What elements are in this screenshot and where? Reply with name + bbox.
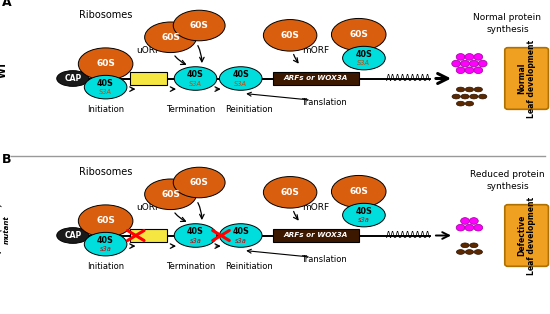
Text: Initiation: Initiation [87,262,124,271]
Text: Defective
Leaf development: Defective Leaf development [517,197,536,274]
Text: 60S: 60S [161,33,180,42]
Circle shape [456,67,465,73]
Text: Ribosomes: Ribosomes [79,10,133,20]
Text: synthesis: synthesis [486,25,529,34]
Ellipse shape [145,179,196,209]
Circle shape [478,60,487,67]
Circle shape [465,67,474,73]
Ellipse shape [465,87,474,92]
Ellipse shape [173,10,225,41]
Ellipse shape [452,94,460,99]
Text: B: B [2,153,11,166]
Text: synthesis: synthesis [486,182,529,191]
Text: 60S: 60S [161,190,180,199]
Ellipse shape [219,67,262,90]
Ellipse shape [174,224,217,247]
Circle shape [460,218,470,224]
Text: S3A: S3A [358,60,371,66]
Text: S3A: S3A [99,89,112,95]
Text: AAAAAAAAA: AAAAAAAAA [386,231,431,240]
Text: 60S: 60S [96,216,115,225]
Ellipse shape [219,224,262,247]
Ellipse shape [332,19,386,51]
Text: Normal protein: Normal protein [474,13,541,22]
Ellipse shape [343,203,385,227]
Ellipse shape [84,232,127,256]
Text: 60S: 60S [190,178,208,187]
Bar [130,72,167,85]
Text: Normal
Leaf development: Normal Leaf development [517,40,536,117]
Ellipse shape [263,176,317,208]
Text: 40S: 40S [97,236,114,245]
Text: WT: WT [0,60,8,78]
Ellipse shape [57,228,89,243]
Text: S3A: S3A [234,81,248,87]
Text: ARFs or WOX3A: ARFs or WOX3A [284,75,348,81]
Ellipse shape [478,94,487,99]
Text: CAP: CAP [64,74,81,83]
Text: Termination: Termination [166,105,215,114]
Text: rps3a (nal21)
mutant: rps3a (nal21) mutant [0,203,9,256]
Ellipse shape [461,94,469,99]
Ellipse shape [57,71,89,86]
Ellipse shape [173,167,225,198]
Text: 40S: 40S [355,50,372,59]
Text: Termination: Termination [166,262,215,271]
Text: s3a: s3a [235,238,246,244]
Text: Initiation: Initiation [87,105,124,114]
Text: AAAAAAAAA: AAAAAAAAA [386,74,431,83]
Bar [273,229,359,242]
Ellipse shape [456,87,465,92]
Ellipse shape [465,101,474,106]
Text: s3a: s3a [190,238,201,244]
Text: Reinitiation: Reinitiation [224,262,272,271]
Circle shape [474,224,483,231]
Ellipse shape [474,87,482,92]
Ellipse shape [332,176,386,208]
Text: 60S: 60S [280,188,300,197]
Text: uORF: uORF [137,203,161,212]
Text: 40S: 40S [187,70,204,79]
Text: Translation: Translation [301,255,347,263]
Ellipse shape [461,243,469,248]
Text: s3a: s3a [358,217,370,223]
Text: ARFs or WOX3A: ARFs or WOX3A [284,232,348,238]
Circle shape [470,60,478,67]
Circle shape [452,60,460,67]
Ellipse shape [145,22,196,52]
Text: 40S: 40S [97,79,114,88]
Text: 60S: 60S [96,59,115,68]
Text: mORF: mORF [302,46,329,55]
Text: s3a: s3a [100,246,112,252]
Ellipse shape [78,205,133,237]
Text: 40S: 40S [232,227,249,236]
Ellipse shape [343,46,385,70]
Circle shape [474,67,483,73]
Bar [130,229,167,242]
Circle shape [456,224,465,231]
Text: uORF: uORF [137,46,161,55]
Circle shape [474,54,483,60]
Circle shape [470,218,478,224]
Ellipse shape [263,19,317,51]
Ellipse shape [456,250,465,254]
Ellipse shape [470,243,478,248]
Text: Translation: Translation [301,98,347,106]
FancyBboxPatch shape [505,48,548,109]
Text: 40S: 40S [187,227,204,236]
Ellipse shape [474,250,482,254]
Text: 40S: 40S [232,70,249,79]
Text: 60S: 60S [349,30,368,39]
Circle shape [465,54,474,60]
Text: A: A [2,0,12,9]
Ellipse shape [465,250,474,254]
Ellipse shape [456,101,465,106]
Ellipse shape [470,94,478,99]
FancyBboxPatch shape [505,205,548,266]
Text: Reinitiation: Reinitiation [224,105,272,114]
Text: 40S: 40S [355,207,372,216]
Ellipse shape [174,67,217,90]
Ellipse shape [78,48,133,80]
Text: 60S: 60S [349,187,368,196]
Text: 60S: 60S [190,21,208,30]
